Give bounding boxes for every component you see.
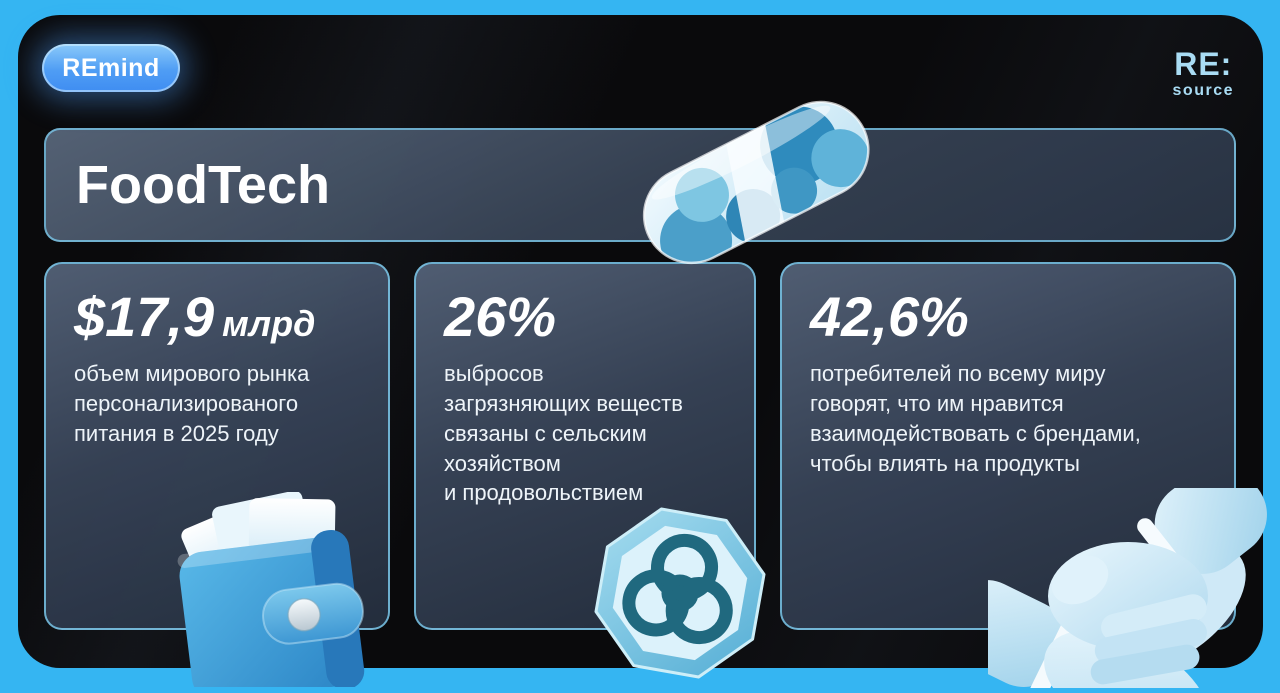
resource-logo-bottom: source: [1172, 82, 1234, 99]
section-header: FoodTech: [44, 128, 1236, 242]
stat-unit: млрд: [222, 303, 316, 344]
remind-logo-badge: REmind: [42, 44, 180, 92]
stat-value: $17,9: [74, 285, 215, 348]
stat-line: 26%: [444, 285, 726, 348]
pill-capsule-3d-icon: [606, 85, 906, 280]
stat-line: 42,6%: [810, 285, 1206, 348]
stat-description: потребителей по всему миру говорят, что …: [810, 360, 1141, 476]
wallet-3d-icon: [168, 490, 373, 693]
remind-logo-label: REmind: [62, 53, 160, 82]
resource-logo-top: RE:: [1174, 46, 1233, 82]
biohazard-3d-icon: [578, 505, 786, 687]
page-title: FoodTech: [76, 155, 330, 215]
stat-value: 42,6%: [810, 285, 969, 348]
stat-line: $17,9 млрд: [74, 285, 360, 348]
handshake-3d-icon: [943, 464, 1280, 693]
stat-description: объем мирового рынка персонализированого…: [74, 360, 310, 446]
resource-logo: RE: source: [1173, 48, 1234, 100]
stat-description: выбросов загрязняющих веществ связаны с …: [444, 360, 683, 506]
stat-value: 26%: [444, 285, 557, 348]
